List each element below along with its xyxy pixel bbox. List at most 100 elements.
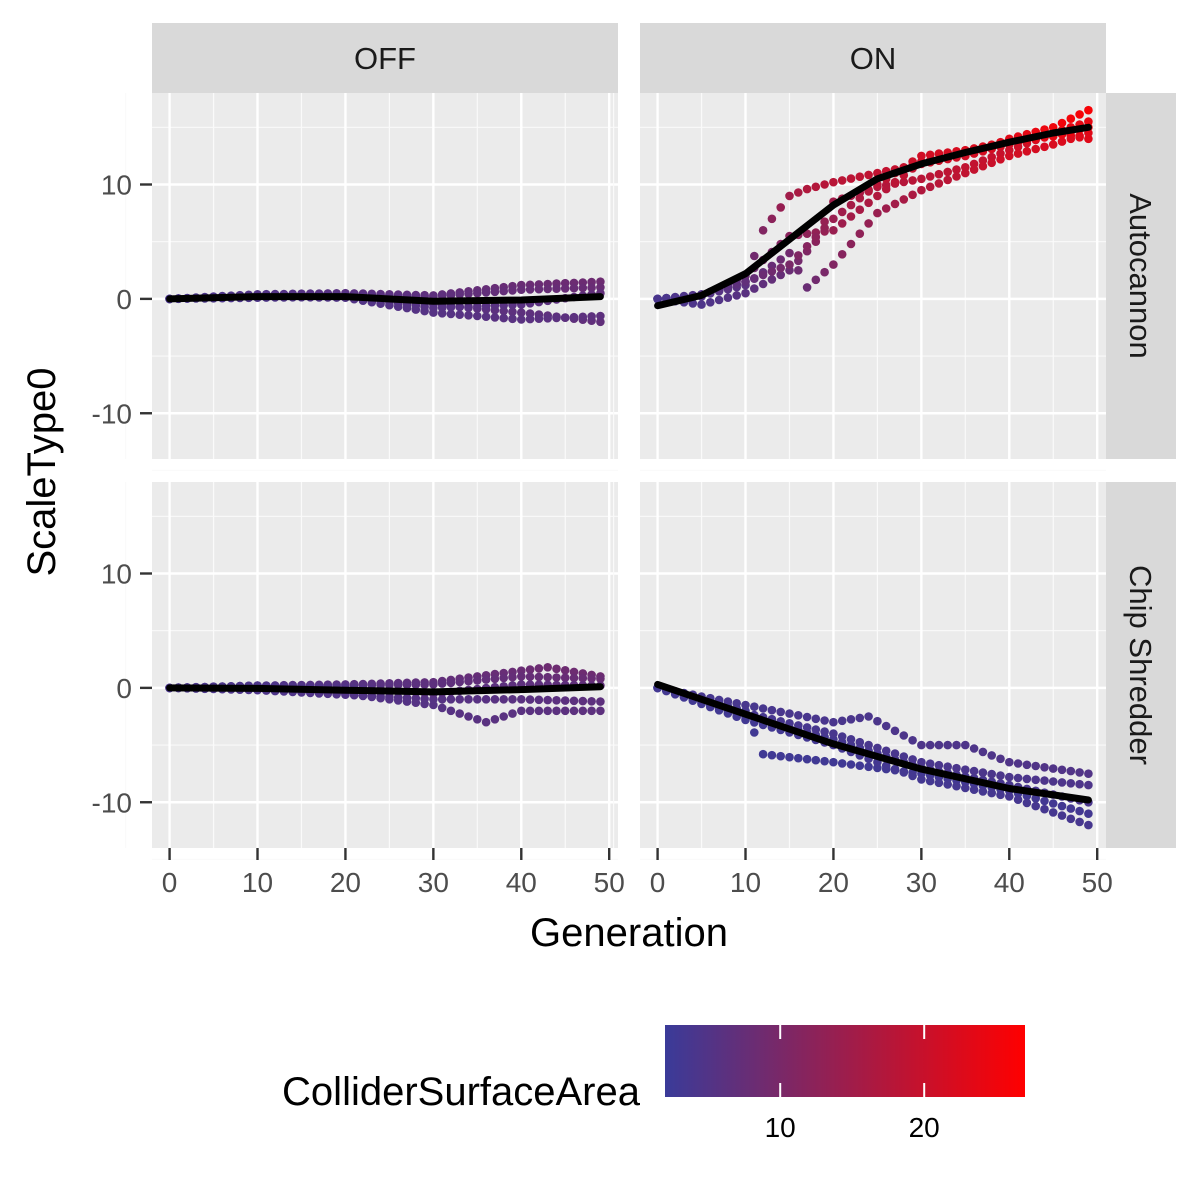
data-point	[464, 302, 473, 312]
data-point	[697, 300, 706, 309]
data-point	[464, 712, 473, 721]
data-point	[1075, 131, 1084, 141]
data-point	[890, 177, 900, 187]
data-point	[846, 200, 856, 210]
data-point	[917, 174, 926, 184]
data-point	[376, 692, 385, 701]
data-point	[811, 725, 821, 734]
data-point	[802, 283, 812, 292]
data-point	[741, 700, 750, 710]
data-point	[534, 695, 544, 705]
data-point	[837, 207, 847, 217]
data-point	[908, 190, 917, 200]
data-point	[785, 248, 794, 258]
data-point	[846, 212, 856, 221]
data-point	[820, 716, 829, 725]
data-point	[543, 706, 552, 716]
data-point	[499, 286, 509, 296]
data-point	[925, 740, 935, 750]
data-point	[934, 740, 944, 750]
data-point	[552, 673, 561, 682]
data-point	[1057, 811, 1067, 820]
data-point	[446, 309, 456, 319]
x-axis-title: Generation	[530, 911, 728, 955]
facet-label: ON	[850, 41, 897, 76]
data-point	[952, 781, 961, 791]
data-point	[855, 229, 865, 238]
data-point	[534, 706, 544, 716]
data-point	[1075, 806, 1084, 816]
data-point	[846, 174, 856, 183]
data-point	[1075, 110, 1084, 119]
data-point	[943, 740, 952, 750]
data-point	[517, 672, 526, 681]
x-tick-label: 0	[162, 867, 178, 898]
data-point	[587, 283, 596, 293]
data-point	[1057, 778, 1067, 787]
data-point	[455, 709, 465, 718]
data-point	[811, 182, 821, 192]
data-point	[899, 731, 909, 740]
data-point	[723, 697, 733, 706]
data-point	[411, 680, 421, 689]
data-point	[508, 672, 517, 682]
facet-panel	[613, 93, 1106, 472]
data-point	[543, 663, 552, 672]
data-point	[1066, 814, 1076, 824]
x-tick-label: 20	[330, 867, 361, 898]
data-point	[873, 743, 882, 753]
data-point	[794, 753, 803, 763]
data-point	[987, 751, 996, 760]
data-point	[499, 695, 509, 704]
data-point	[1057, 118, 1067, 128]
data-point	[908, 176, 917, 185]
data-point	[943, 762, 952, 771]
data-point	[446, 303, 456, 312]
data-point	[446, 678, 456, 688]
data-point	[534, 284, 544, 294]
data-point	[802, 754, 812, 764]
data-point	[1084, 105, 1093, 115]
x-tick-label: 50	[1082, 867, 1113, 898]
data-point	[552, 284, 561, 294]
data-point	[890, 764, 900, 774]
data-point	[1031, 761, 1040, 771]
data-point	[934, 778, 944, 788]
x-tick-label: 20	[818, 867, 849, 898]
facet-strip-on	[640, 23, 1106, 93]
data-point	[464, 289, 473, 299]
data-point	[1005, 757, 1014, 767]
data-point	[1084, 809, 1093, 818]
x-tick-label: 50	[594, 867, 625, 898]
y-tick-label: 10	[101, 559, 132, 590]
data-point	[1022, 760, 1032, 770]
data-point	[829, 214, 838, 224]
data-point	[758, 226, 768, 235]
data-point	[855, 737, 865, 747]
data-point	[1057, 137, 1067, 146]
data-point	[776, 270, 785, 280]
x-tick-label: 40	[506, 867, 537, 898]
data-point	[1031, 775, 1040, 785]
data-point	[767, 750, 777, 760]
data-point	[1084, 820, 1093, 830]
data-point	[499, 712, 509, 721]
data-point	[961, 765, 970, 774]
data-point	[978, 787, 988, 796]
data-point	[785, 709, 794, 718]
data-point	[837, 219, 847, 228]
x-tick-label: 10	[242, 867, 273, 898]
data-point	[864, 198, 873, 208]
data-point	[1048, 799, 1058, 808]
data-point	[758, 270, 768, 280]
data-point	[855, 713, 865, 723]
data-point	[1040, 804, 1049, 814]
data-point	[794, 251, 803, 260]
data-point	[837, 176, 847, 185]
data-point	[490, 715, 500, 724]
data-point	[1057, 765, 1067, 775]
data-point	[393, 680, 403, 690]
facet-panel	[125, 93, 618, 472]
data-point	[996, 790, 1005, 800]
